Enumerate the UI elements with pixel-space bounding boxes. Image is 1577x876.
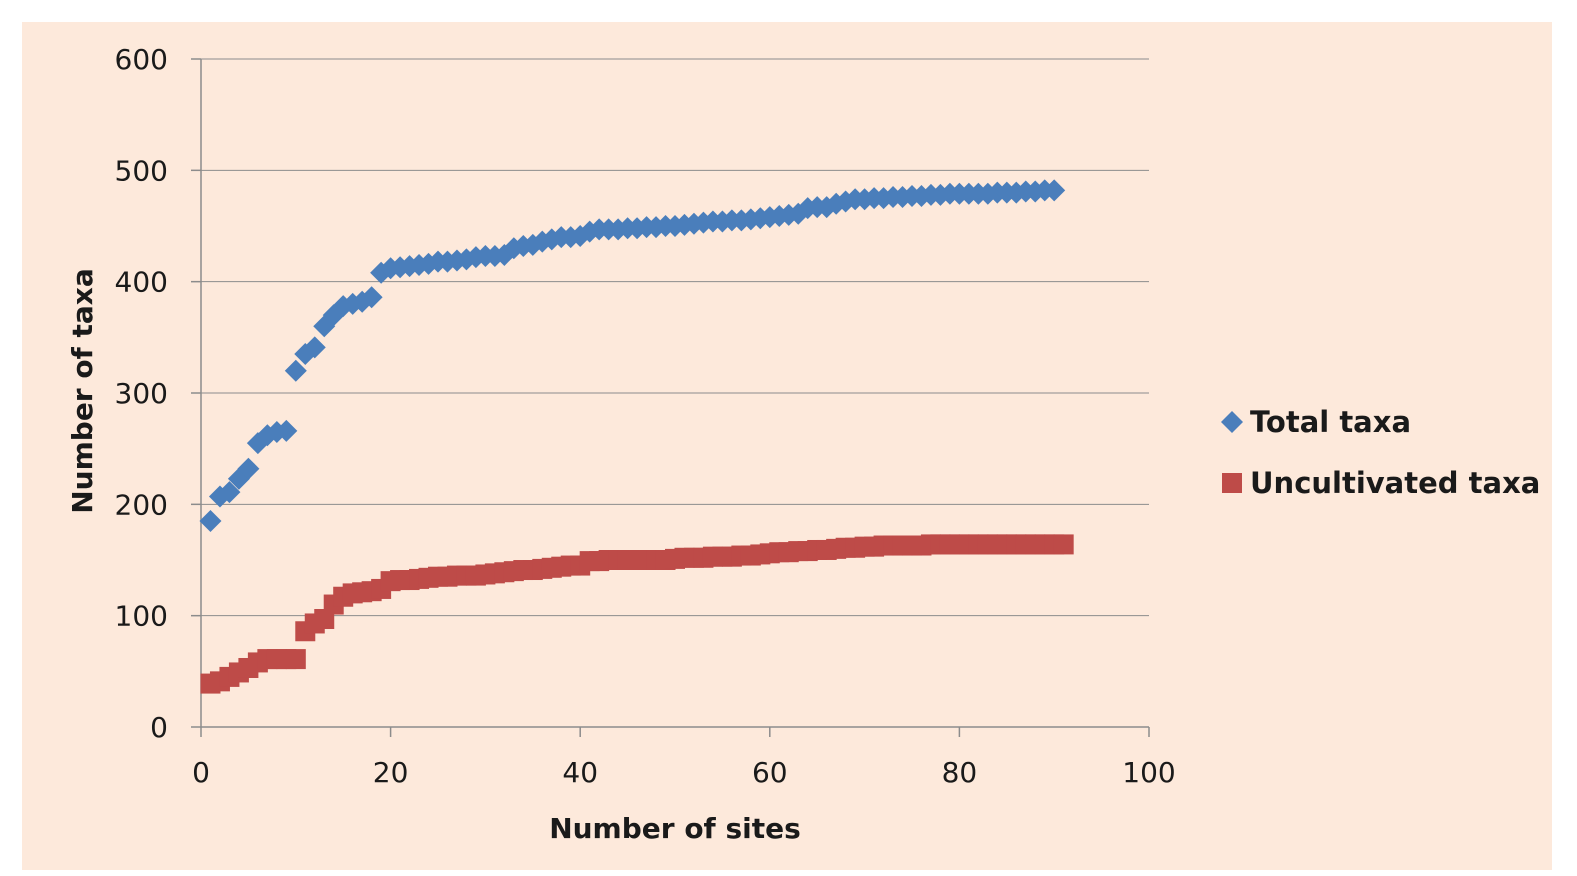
data-point (1043, 179, 1066, 202)
series-uncultivated-taxa (200, 534, 1074, 694)
x-tick-label: 60 (752, 756, 788, 789)
scatter-chart: 0 100 200 300 400 500 600 0 20 40 60 80 100 Number o… (66, 43, 1540, 845)
data-point (303, 336, 326, 359)
x-axis-title: Number of sites (549, 812, 801, 845)
legend-label-uncultivated-taxa: Uncultivated taxa (1250, 466, 1540, 500)
x-tick-label: 80 (942, 756, 978, 789)
y-tick-label: 600 (115, 43, 168, 76)
y-tick-label: 0 (150, 711, 168, 744)
data-points (199, 179, 1074, 694)
legend-item-uncultivated-taxa: Uncultivated taxa (1222, 466, 1540, 500)
data-point (1053, 534, 1074, 555)
axes (191, 58, 1150, 737)
data-point (360, 286, 383, 309)
y-tick-label: 500 (115, 154, 168, 187)
x-tick-label: 0 (192, 756, 210, 789)
x-tick-label: 20 (373, 756, 409, 789)
data-point (285, 649, 306, 670)
x-tick-label: 100 (1122, 756, 1175, 789)
legend-marker (1221, 411, 1243, 433)
x-tick-label: 40 (562, 756, 598, 789)
data-point (237, 457, 260, 480)
data-point (218, 481, 241, 504)
legend: Total taxa Uncultivated taxa (1221, 405, 1540, 500)
series-total-taxa (199, 179, 1066, 533)
diamond-marker-icon (1221, 411, 1243, 433)
data-point (275, 419, 298, 442)
tick-labels: 0 100 200 300 400 500 600 0 20 40 60 80 100 (115, 43, 1176, 789)
legend-item-total-taxa: Total taxa (1221, 405, 1411, 439)
y-tick-label: 300 (115, 377, 168, 410)
y-tick-label: 200 (115, 488, 168, 521)
legend-label-total-taxa: Total taxa (1250, 405, 1411, 439)
data-point (284, 359, 307, 382)
data-point (199, 510, 222, 533)
y-axis-title: Number of taxa (66, 268, 99, 514)
y-tick-label: 100 (115, 600, 168, 633)
gridlines (201, 58, 1149, 617)
legend-marker (1222, 473, 1242, 493)
y-tick-label: 400 (115, 266, 168, 299)
square-marker-icon (1222, 473, 1242, 493)
chart-area: 0 100 200 300 400 500 600 0 20 40 60 80 100 Number o… (22, 22, 1552, 870)
